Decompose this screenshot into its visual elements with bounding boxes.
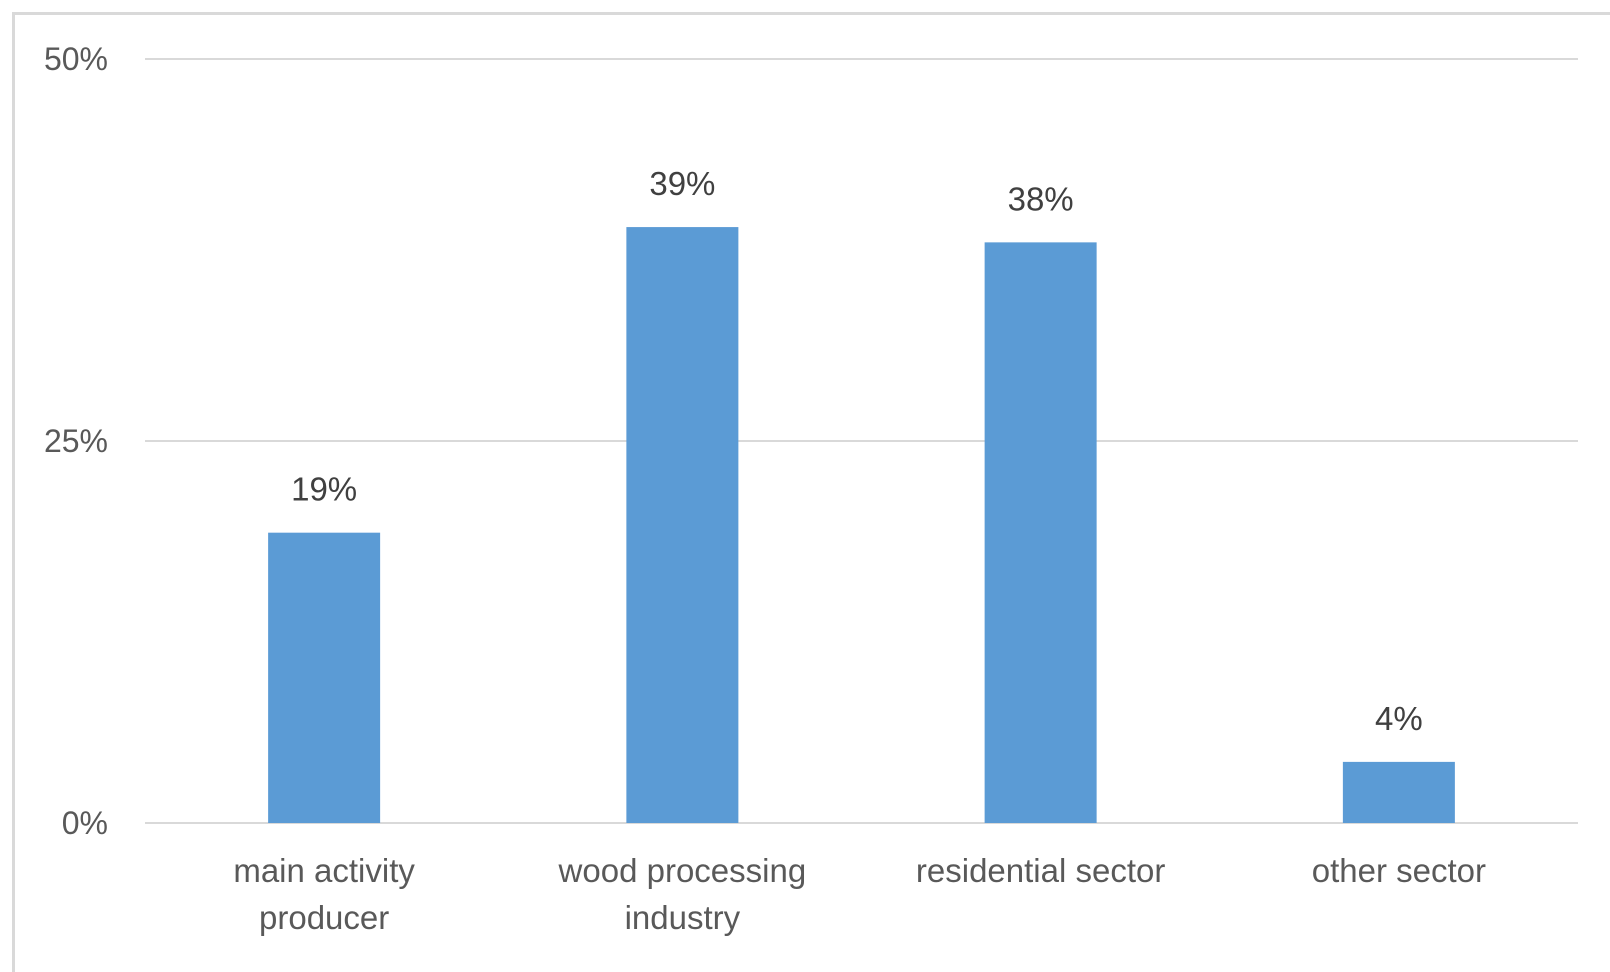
category-label: other sector: [1312, 852, 1486, 889]
bar: [984, 242, 1097, 824]
category-label-line: industry: [625, 899, 741, 936]
y-axis-tick-labels: 0% 25% 50%: [44, 41, 108, 841]
category-label: wood processing industry: [558, 852, 807, 936]
category-label-line: residential sector: [916, 852, 1165, 889]
chart-frame: [12, 12, 1610, 972]
y-tick-label: 0%: [62, 805, 108, 841]
bars: [268, 227, 1455, 824]
y-tick-label: 25%: [44, 423, 108, 459]
category-label: main activity producer: [233, 852, 415, 936]
bar: [1342, 761, 1455, 823]
x-axis-category-labels: main activity producer wood processing indu…: [233, 852, 1486, 936]
bar: [626, 227, 739, 823]
bar: [268, 532, 381, 823]
data-label: 4%: [1375, 700, 1423, 737]
category-label-line: other sector: [1312, 852, 1486, 889]
category-label-line: producer: [259, 899, 389, 936]
data-labels: 19% 39% 38% 4%: [291, 165, 1423, 737]
data-label: 19%: [291, 471, 357, 508]
y-tick-label: 50%: [44, 41, 108, 77]
data-label: 39%: [649, 165, 715, 202]
data-label: 38%: [1008, 180, 1074, 217]
category-label-line: main activity: [233, 852, 415, 889]
category-label-line: wood processing: [558, 852, 807, 889]
gridlines: [145, 58, 1578, 824]
category-label: residential sector: [916, 852, 1165, 889]
